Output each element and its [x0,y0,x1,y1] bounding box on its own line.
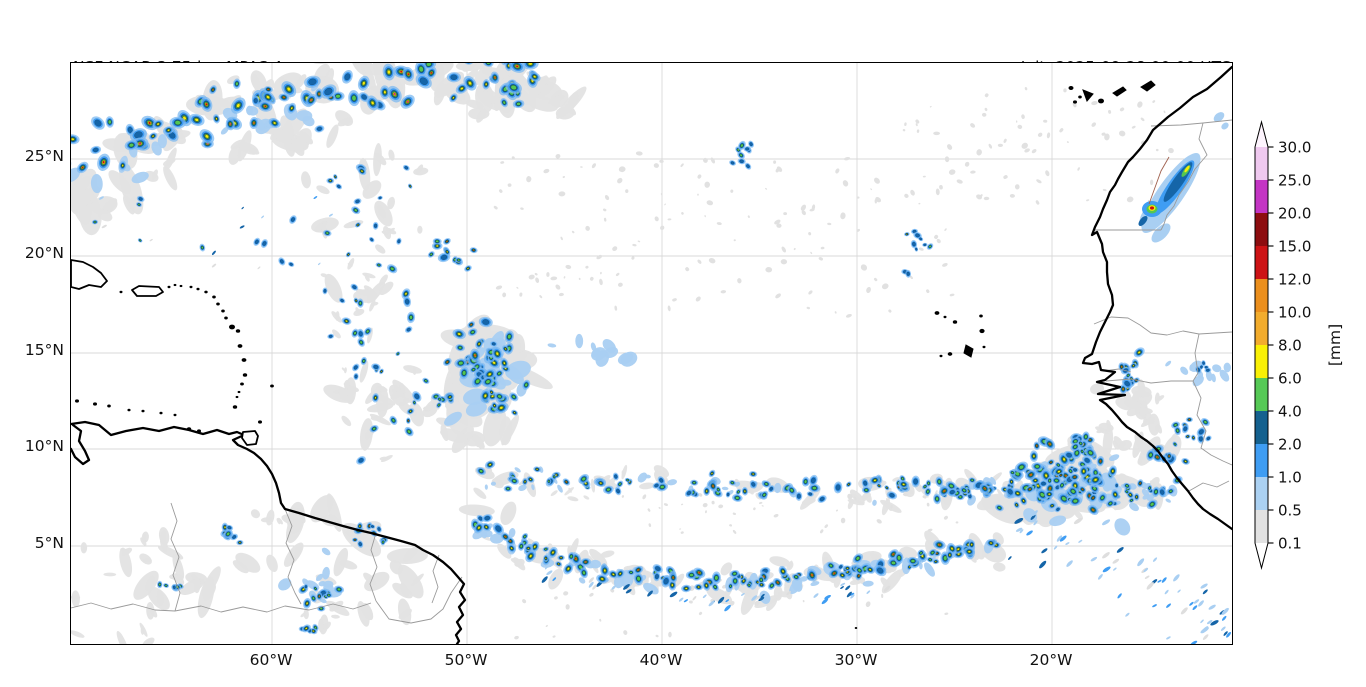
precip-explicit-blobs-layer [1138,112,1229,243]
y-tick-label-10°N: 10°N [24,437,64,455]
colorbar-units-label: [mm] [1326,324,1344,366]
colorbar-tick-label-12.0: 12.0 [1278,271,1311,289]
x-tick-label-50°W: 50°W [444,651,488,669]
colorbar-canvas: 30.0 25.0 20.0 15.0 12.0 10.0 8.0 6.0 4.0 2.0 1.0 0… [1254,120,1344,570]
colorbar-tick-label-25.0: 25.0 [1278,172,1311,190]
colorbar-segment [1255,246,1268,280]
colorbar-tick-label-30.0: 30.0 [1278,139,1311,157]
x-tick-label-60°W: 60°W [249,651,293,669]
precip-shower-streaks-layer [98,196,1232,644]
colorbar-tick-label-10.0: 10.0 [1278,304,1311,322]
x-tick-label-30°W: 30°W [834,651,878,669]
colorbar-segment [1255,378,1268,412]
colorbar-segment [1255,510,1268,544]
colorbar-segment [1255,213,1268,247]
colorbar-tick-label-1.0: 1.0 [1278,469,1302,487]
precip-light-rain-layer [71,82,1231,604]
colorbar-tick-label-6.0: 6.0 [1278,370,1302,388]
colorbar-tick-label-20.0: 20.0 [1278,205,1311,223]
precip-convective-cells-layer [71,63,1212,635]
x-tick-label-40°W: 40°W [639,651,683,669]
colorbar-tick-label-2.0: 2.0 [1278,436,1302,454]
colorbar-over-arrow [1255,122,1268,147]
colorbar-tick-label-15.0: 15.0 [1278,238,1311,256]
map-canvas [71,63,1232,644]
country-borders [71,119,1232,624]
colorbar-segment [1255,345,1268,379]
y-tick-label-20°N: 20°N [24,244,64,262]
colorbar-under-arrow [1255,543,1268,568]
colorbar-segment [1255,147,1268,181]
colorbar-tick-label-0.5: 0.5 [1278,502,1302,520]
colorbar-segment [1255,477,1268,511]
y-tick-label-5°N: 5°N [34,534,64,552]
colorbar-tick-label-8.0: 8.0 [1278,337,1302,355]
colorbar-tick-label-4.0: 4.0 [1278,403,1302,421]
x-tick-label-20°W: 20°W [1029,651,1073,669]
colorbar-segment [1255,444,1268,478]
colorbar-segment [1255,411,1268,445]
graticule-gridlines [71,63,1232,644]
y-tick-label-25°N: 25°N [24,147,64,165]
colorbar-segment [1255,279,1268,313]
colorbar-segment [1255,312,1268,346]
map-frame [70,62,1233,645]
colorbar-tick-label-0.1: 0.1 [1278,535,1302,553]
coastlines [71,65,1232,644]
y-tick-label-15°N: 15°N [24,341,64,359]
colorbar-segment [1255,180,1268,214]
precip-colorbar: 30.0 25.0 20.0 15.0 12.0 10.0 8.0 6.0 4.0 2.0 1.0 0… [1243,100,1366,580]
